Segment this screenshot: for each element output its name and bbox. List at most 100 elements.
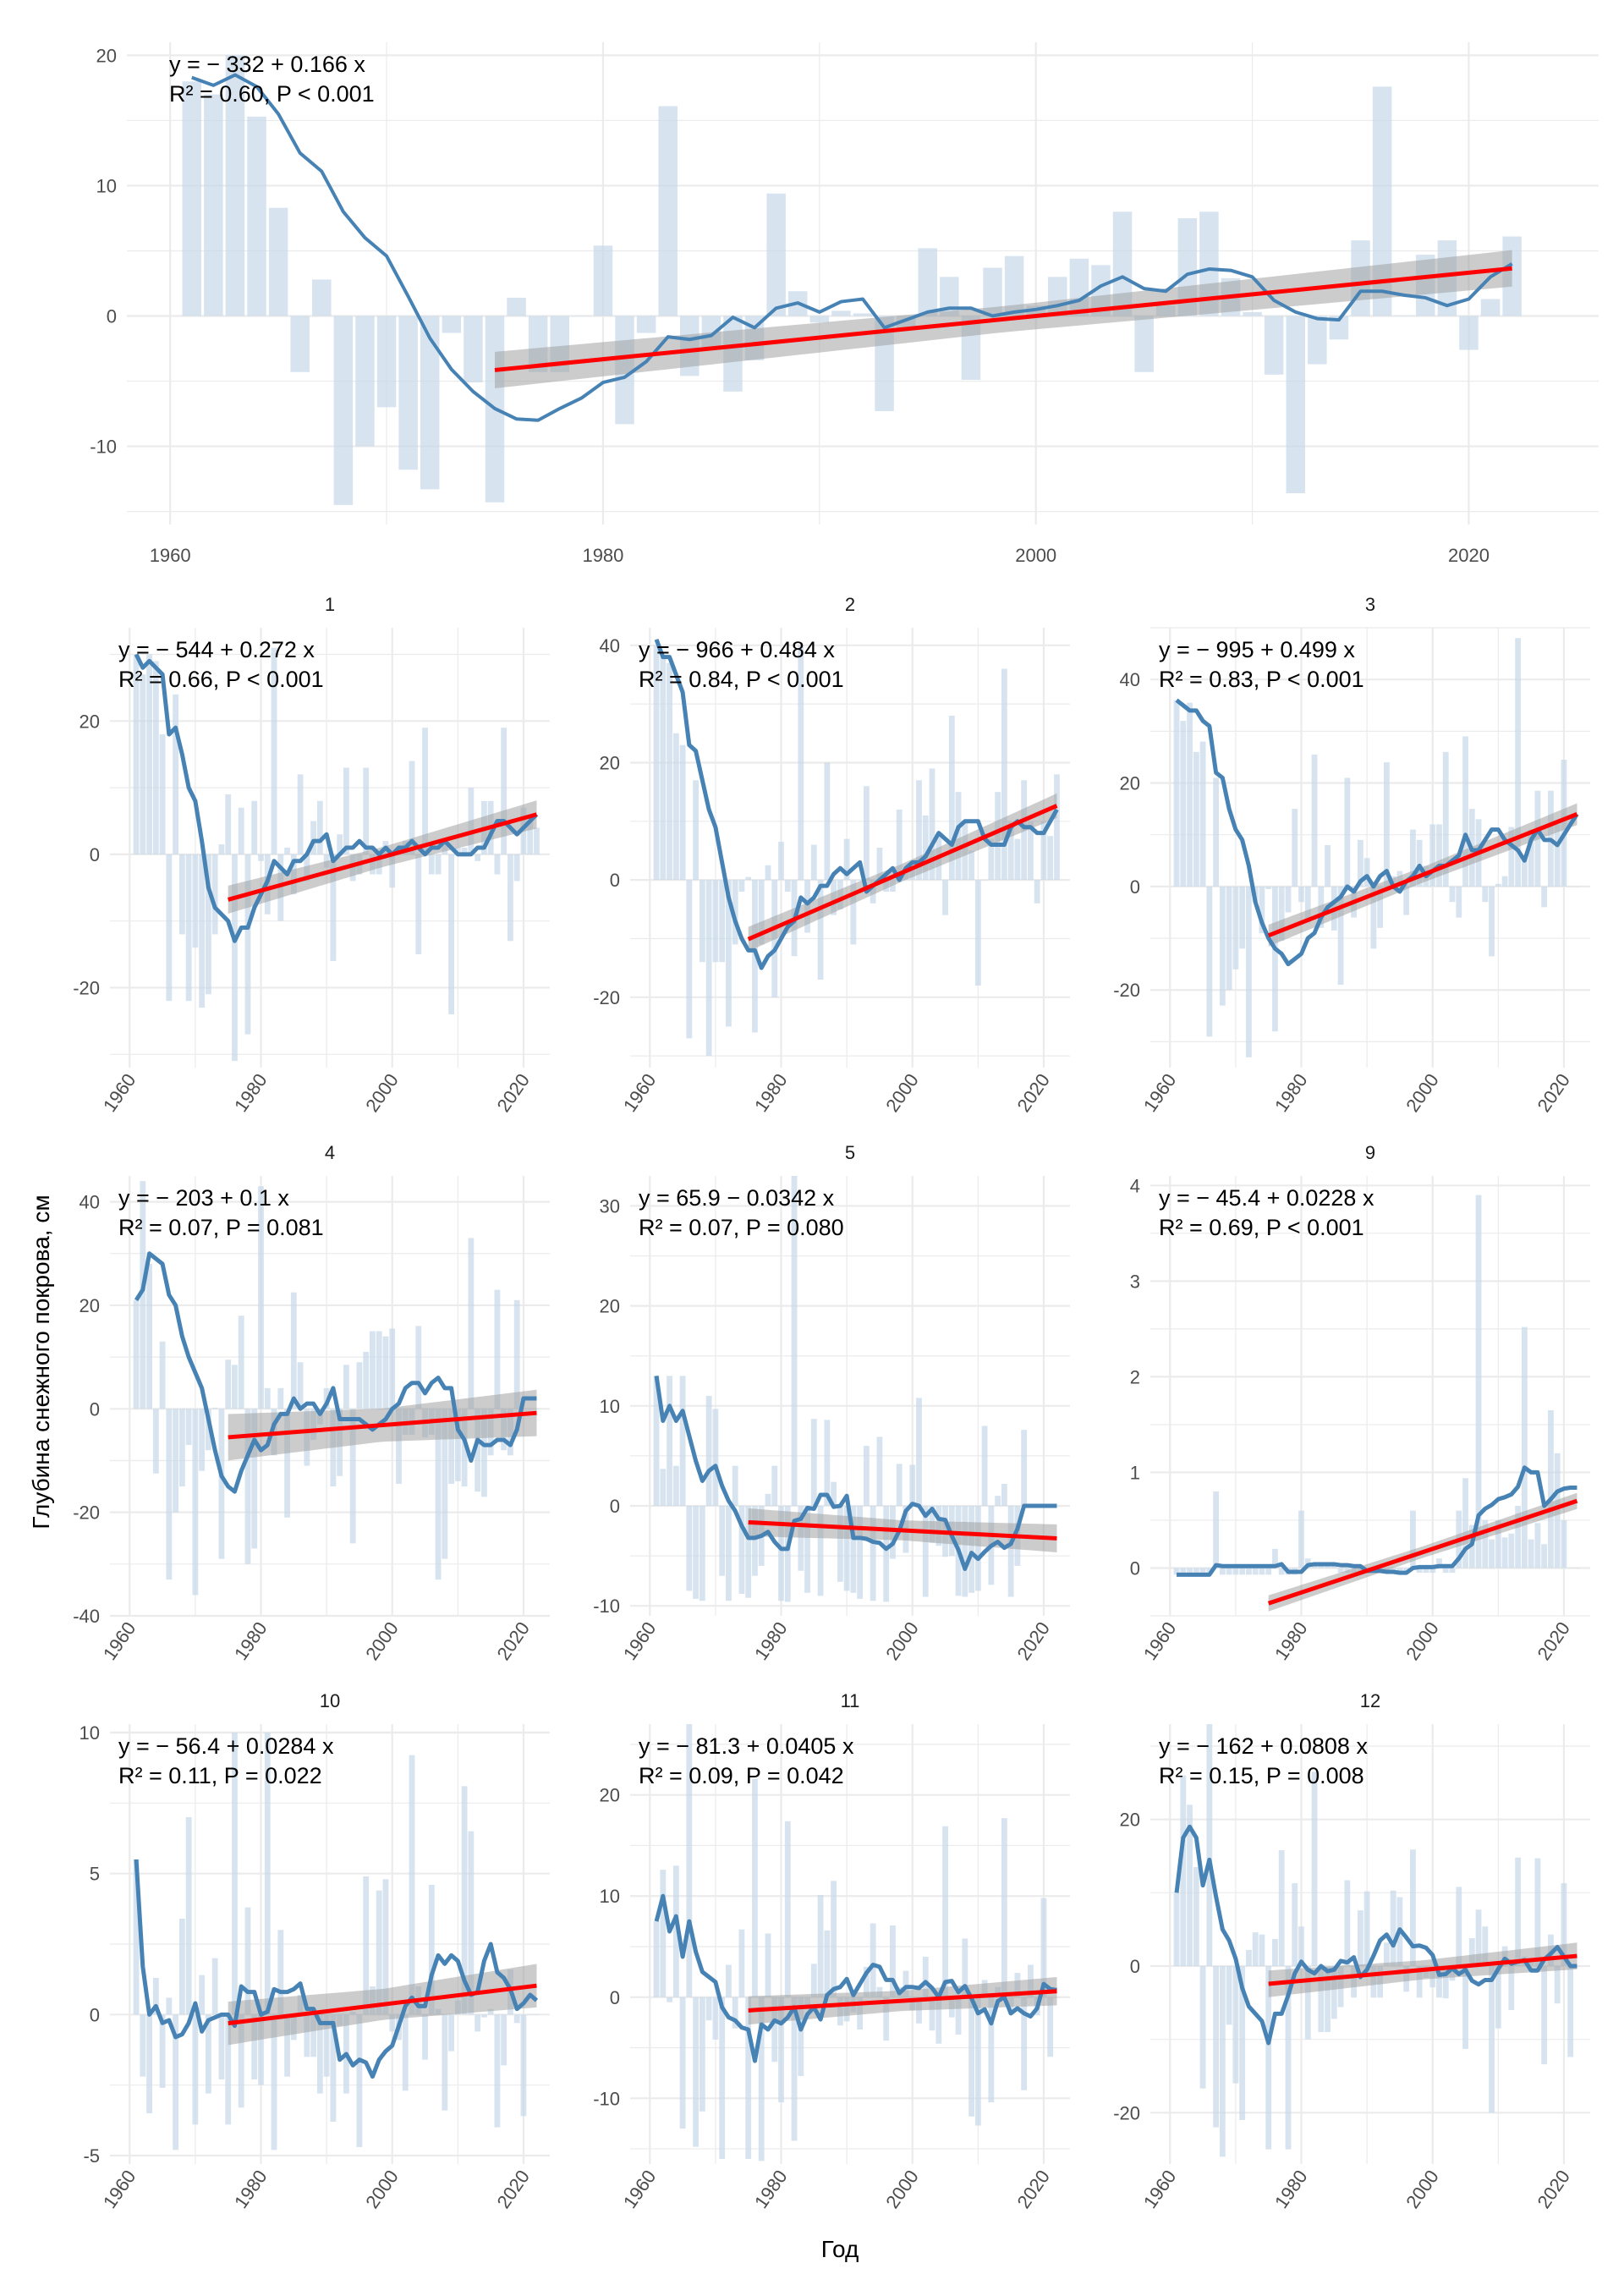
bar: [903, 1970, 909, 1997]
smoothed-line: [134, 653, 539, 943]
bar: [1014, 838, 1021, 881]
bar: [1541, 1544, 1548, 1568]
panel-m10: -5 0 5 10 1960 1980 2000 2020 10 y = − 56.4 + 0.0…: [80, 1690, 550, 2212]
bar: [719, 880, 726, 963]
bar: [765, 1933, 771, 1997]
bar: [1285, 1966, 1292, 2150]
bar: [1410, 829, 1416, 887]
equation-label: y = − 203 + 0.1 x: [118, 1185, 289, 1211]
regression-line: [747, 804, 1058, 942]
y-tick-label: -20: [73, 977, 100, 998]
y-tick-label: 20: [80, 711, 100, 732]
bar: [667, 1997, 672, 2002]
bar: [1508, 1533, 1515, 1568]
bar: [1259, 886, 1265, 933]
bar: [712, 880, 719, 963]
bar: [1515, 1506, 1522, 1568]
bar: [1278, 1568, 1285, 1575]
bar: [1004, 255, 1024, 316]
bar: [382, 1336, 389, 1409]
bar: [1357, 1910, 1363, 1966]
bar: [1173, 1892, 1180, 1966]
bar: [1449, 1568, 1456, 1574]
bar: [1001, 668, 1007, 881]
bar: [501, 728, 508, 854]
bar: [988, 838, 995, 881]
bar: [461, 848, 468, 854]
bar: [363, 1876, 370, 2015]
bar: [435, 854, 442, 875]
stats-label: R² = 0.15, P = 0.008: [1159, 1763, 1364, 1788]
bar: [1554, 824, 1561, 887]
bar: [1410, 1510, 1416, 1568]
bar: [244, 854, 251, 1035]
bar: [225, 1359, 232, 1409]
bar: [1226, 886, 1232, 991]
bar: [1363, 858, 1370, 887]
bar: [1285, 886, 1292, 913]
x-tick-label: 1960: [1139, 1070, 1181, 1116]
bar: [679, 1376, 686, 1506]
panel-m4: -40 -20 0 20 40 1960 1980 2000 2020 4 y = − 203 + …: [73, 1142, 550, 1664]
y-tick-label: 40: [80, 1192, 100, 1213]
bar: [1337, 886, 1344, 986]
bar: [883, 1997, 890, 2041]
bar: [1495, 883, 1501, 887]
bar: [1482, 1926, 1489, 1966]
bar: [290, 1292, 297, 1409]
bar: [1396, 1568, 1403, 1574]
bar: [185, 854, 192, 1002]
bar: [146, 2014, 152, 2113]
bar: [784, 880, 791, 892]
bar: [297, 1362, 304, 1409]
smoothed-line: [654, 1376, 1057, 1571]
bar: [699, 1506, 705, 1601]
bar: [264, 1733, 271, 2015]
bar: [1449, 886, 1456, 903]
bar: [199, 854, 206, 1008]
bar: [693, 780, 700, 881]
bar: [1206, 886, 1213, 1037]
x-tick-label: 1960: [99, 1070, 140, 1116]
bar: [890, 1925, 896, 1997]
bar: [995, 1496, 1001, 1506]
smoothed-line: [134, 1251, 537, 1494]
bar: [896, 1464, 903, 1506]
bar: [1429, 1568, 1436, 1574]
bar: [1436, 1558, 1442, 1568]
bar: [876, 848, 883, 881]
bar: [258, 1186, 264, 1409]
bar: [1475, 1195, 1482, 1568]
bar: [199, 1975, 206, 2015]
bar: [1278, 886, 1285, 942]
x-tick-label: 1960: [1139, 2167, 1181, 2212]
x-tick-label: 1980: [230, 1618, 272, 1664]
bar: [909, 1464, 916, 1506]
bar: [297, 774, 304, 854]
bar: [890, 880, 896, 892]
bar: [1193, 1867, 1199, 1966]
bar: [1021, 1430, 1028, 1506]
bar: [1475, 1909, 1482, 1966]
y-tick-label: 3: [1130, 1271, 1140, 1292]
bar: [672, 1865, 679, 1997]
bar: [1489, 886, 1495, 957]
bar: [520, 2014, 527, 2117]
y-tick-label: 4: [1130, 1175, 1140, 1196]
bar: [653, 1921, 660, 1997]
bar: [831, 1881, 837, 1997]
bar: [238, 807, 244, 854]
x-tick-label: 2000: [361, 1618, 403, 1664]
bar: [1329, 316, 1349, 340]
x-tick-label: 1960: [619, 1618, 661, 1664]
bar: [1298, 886, 1304, 903]
x-tick-label: 2000: [361, 2167, 403, 2212]
bar: [771, 1465, 778, 1506]
bar: [244, 1409, 251, 1564]
bar: [572, 316, 591, 317]
bar: [1239, 1966, 1246, 2120]
bar: [333, 316, 354, 505]
bar: [778, 1506, 784, 1601]
bar: [1456, 1887, 1462, 1966]
bar: [1403, 886, 1410, 915]
